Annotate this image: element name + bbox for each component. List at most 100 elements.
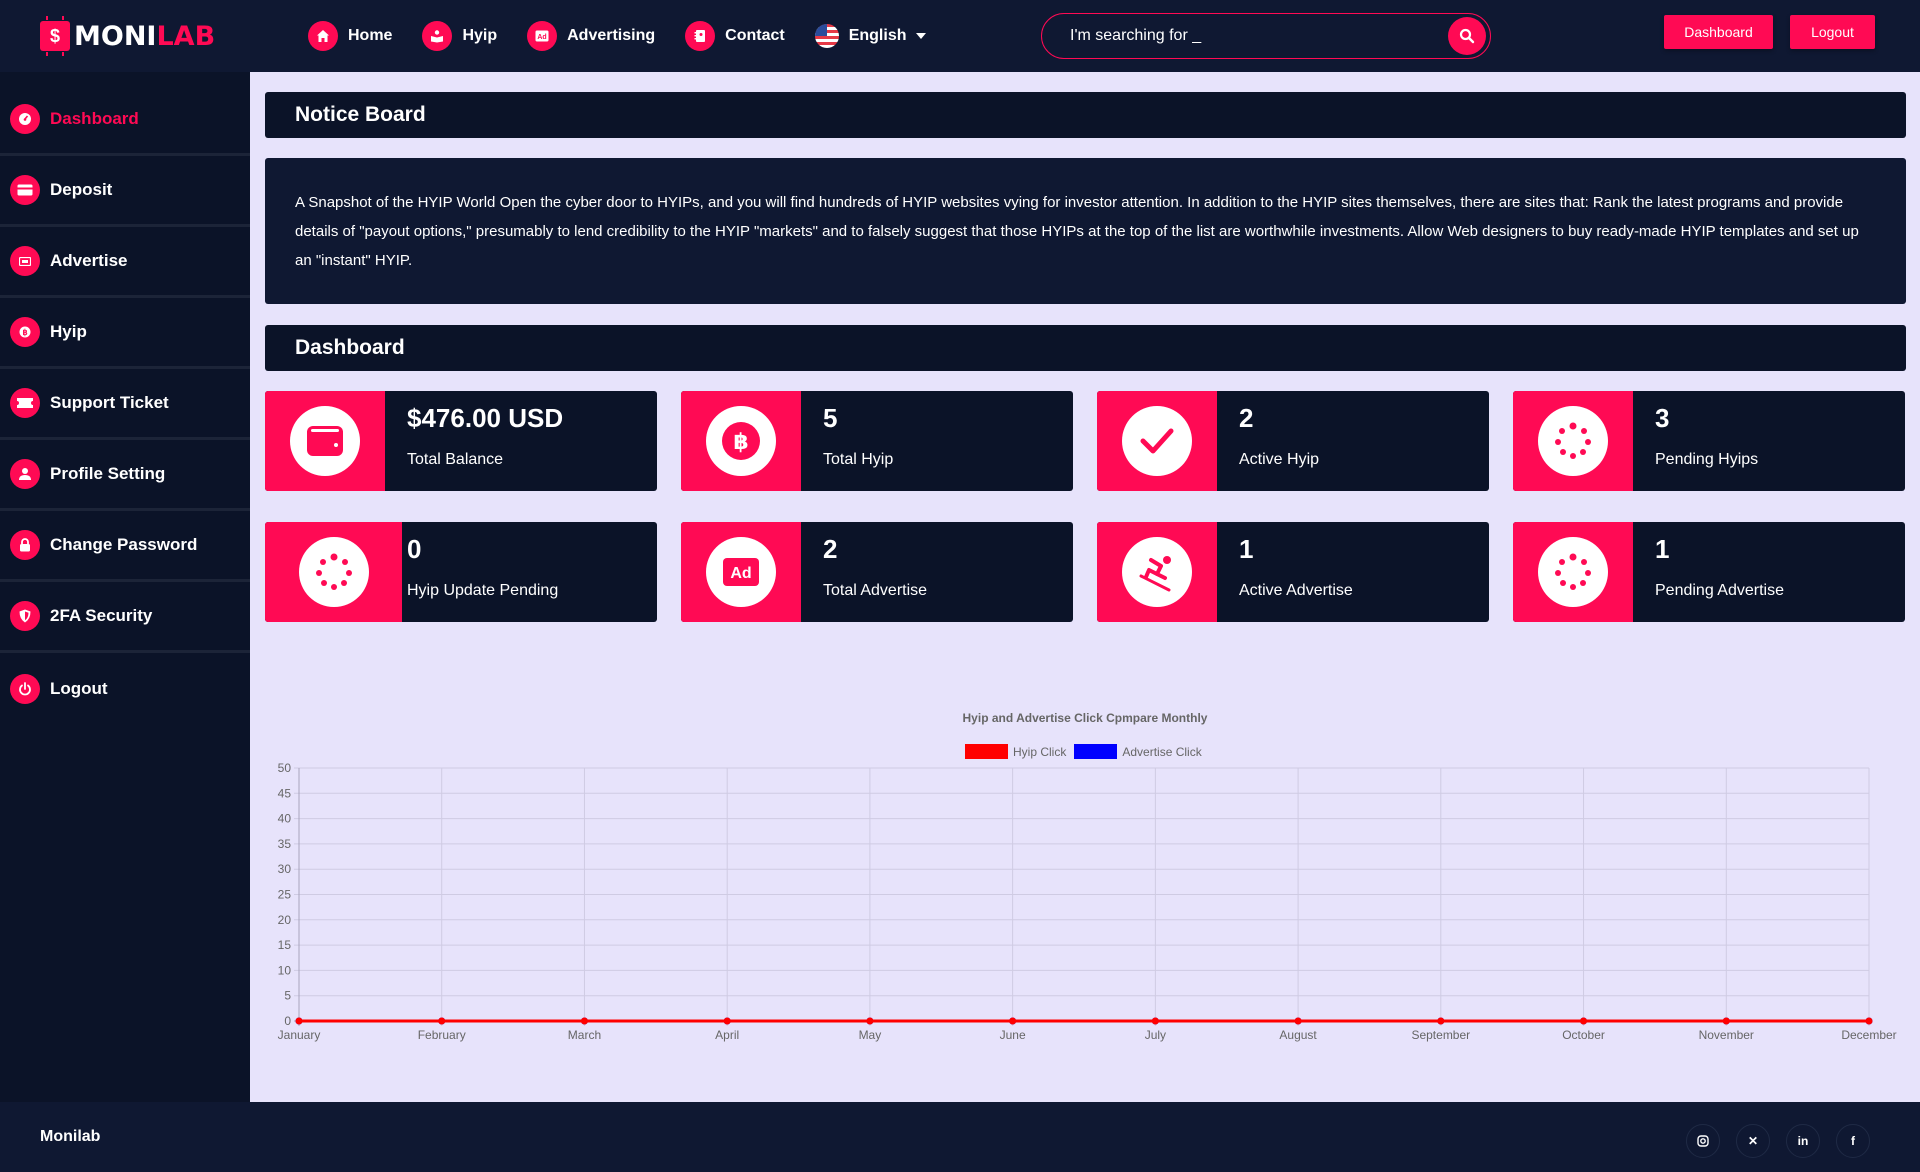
stat-card-active-advertise[interactable]: 1 Active Advertise xyxy=(1097,522,1489,622)
svg-text:45: 45 xyxy=(278,786,292,800)
nav-home[interactable]: Home xyxy=(308,21,392,51)
stat-card-total-advertise[interactable]: Ad 2 Total Advertise xyxy=(681,522,1073,622)
svg-text:August: August xyxy=(1279,1028,1317,1042)
stat-value: 2 xyxy=(1239,403,1254,433)
svg-text:฿: ฿ xyxy=(22,328,27,337)
instagram-icon[interactable] xyxy=(1686,1124,1720,1158)
stat-card-total-balance[interactable]: $476.00 USD Total Balance xyxy=(265,391,657,491)
notice-board-header: Notice Board xyxy=(265,92,1906,138)
dashboard-gauge-icon xyxy=(10,104,40,134)
sidebar: Dashboard Deposit Advertise ฿ Hyip Suppo… xyxy=(0,72,250,1102)
svg-text:July: July xyxy=(1145,1028,1166,1042)
chevron-down-icon xyxy=(916,33,927,39)
stat-label: Pending Hyips xyxy=(1655,451,1759,468)
sidebar-item-label: 2FA Security xyxy=(50,606,153,625)
sidebar-item-deposit[interactable]: Deposit xyxy=(0,156,250,227)
stat-label: Pending Advertise xyxy=(1655,582,1784,599)
legend-label-advertise[interactable]: Advertise Click xyxy=(1122,744,1202,759)
dashboard-title: Dashboard xyxy=(295,336,405,359)
search-input[interactable] xyxy=(1070,14,1430,57)
user-icon xyxy=(10,459,40,489)
sidebar-item-logout[interactable]: Logout xyxy=(0,653,250,724)
stat-card-total-hyip[interactable]: ฿ 5 Total Hyip xyxy=(681,391,1073,491)
search-button[interactable] xyxy=(1448,17,1486,55)
stat-value: 1 xyxy=(1655,534,1670,564)
card-icon-box xyxy=(1097,522,1217,622)
language-selector[interactable]: English xyxy=(814,24,927,48)
svg-text:December: December xyxy=(1841,1028,1896,1042)
nav-hyip[interactable]: Hyip xyxy=(422,21,497,51)
check-icon xyxy=(1122,406,1192,476)
sidebar-item-advertise[interactable]: Advertise xyxy=(0,227,250,298)
card-icon-box xyxy=(265,391,385,491)
x-twitter-icon[interactable]: ✕ xyxy=(1736,1124,1770,1158)
chart-title: Hyip and Advertise Click Cpmpare Monthly xyxy=(962,711,1208,725)
stat-card-active-hyip[interactable]: 2 Active Hyip xyxy=(1097,391,1489,491)
stat-label: Total Advertise xyxy=(823,582,928,599)
legend-label-hyip[interactable]: Hyip Click xyxy=(1013,744,1067,759)
chart-plot: 0 5 10 15 20 25 30 35 40 45 50 January February March… xyxy=(278,761,1897,1042)
logo-text: MONILAB xyxy=(74,21,215,52)
social-links: ✕ in f xyxy=(1686,1124,1886,1158)
logout-button[interactable]: Logout xyxy=(1790,15,1875,49)
sidebar-item-support-ticket[interactable]: Support Ticket xyxy=(0,369,250,440)
svg-text:฿: ฿ xyxy=(733,430,748,455)
main-nav: Home Hyip Ad Advertising Contact English xyxy=(308,18,927,54)
linkedin-icon[interactable]: in xyxy=(1786,1124,1820,1158)
sidebar-item-2fa-security[interactable]: 2FA Security xyxy=(0,582,250,653)
language-label: English xyxy=(848,27,907,44)
svg-text:20: 20 xyxy=(278,913,292,927)
notice-board-body: A Snapshot of the HYIP World Open the cy… xyxy=(265,158,1906,304)
stat-card-hyip-update-pending[interactable]: 0 Hyip Update Pending xyxy=(265,522,657,622)
ad-icon: Ad xyxy=(706,537,776,607)
dashboard-button[interactable]: Dashboard xyxy=(1664,15,1773,49)
clicks-chart: Hyip and Advertise Click Cpmpare Monthly… xyxy=(260,700,1920,1060)
wallet-icon xyxy=(290,406,360,476)
card-icon-box xyxy=(1097,391,1217,491)
sidebar-item-hyip[interactable]: ฿ Hyip xyxy=(0,298,250,369)
logo[interactable]: $ MONILAB xyxy=(40,16,215,56)
power-icon xyxy=(10,673,40,704)
search-icon xyxy=(1459,28,1475,44)
facebook-icon[interactable]: f xyxy=(1836,1124,1870,1158)
us-flag-icon xyxy=(814,24,839,48)
stat-value: 2 xyxy=(823,534,838,564)
svg-text:September: September xyxy=(1411,1028,1470,1042)
stat-label: Active Advertise xyxy=(1239,582,1353,599)
stat-label: Total Balance xyxy=(407,451,504,468)
top-header: $ MONILAB Home Hyip Ad Advertising Cont xyxy=(0,0,1920,72)
sidebar-item-label: Profile Setting xyxy=(50,464,166,483)
card-icon-box xyxy=(1513,391,1633,491)
legend-swatch-hyip[interactable] xyxy=(965,744,1008,759)
svg-text:November: November xyxy=(1699,1028,1754,1042)
shield-icon xyxy=(10,601,40,631)
notice-text: A Snapshot of the HYIP World Open the cy… xyxy=(295,194,1859,269)
stat-card-pending-advertise[interactable]: 1 Pending Advertise xyxy=(1513,522,1905,622)
sidebar-item-dashboard[interactable]: Dashboard xyxy=(0,85,250,156)
nav-advertising[interactable]: Ad Advertising xyxy=(527,21,655,51)
ad-icon: Ad xyxy=(527,21,558,51)
footer: Monilab ✕ in f xyxy=(0,1102,1920,1172)
svg-text:January: January xyxy=(278,1028,321,1042)
stat-value: $476.00 USD xyxy=(407,403,564,433)
sidebar-item-label: Change Password xyxy=(50,535,198,554)
sidebar-item-change-password[interactable]: Change Password xyxy=(0,511,250,582)
sidebar-item-profile-setting[interactable]: Profile Setting xyxy=(0,440,250,511)
svg-text:35: 35 xyxy=(278,837,292,851)
lock-icon xyxy=(10,530,40,560)
card-icon-box: Ad xyxy=(681,522,801,622)
bitcoin-icon: ฿ xyxy=(10,317,40,347)
logo-part1: MONI xyxy=(74,20,157,52)
skiing-icon xyxy=(1122,537,1192,607)
stat-value: 5 xyxy=(823,403,838,433)
stat-card-pending-hyips[interactable]: 3 Pending Hyips xyxy=(1513,391,1905,491)
svg-text:May: May xyxy=(859,1028,882,1042)
svg-text:10: 10 xyxy=(278,963,292,977)
nav-contact[interactable]: Contact xyxy=(685,21,785,51)
card-icon-box: ฿ xyxy=(681,391,801,491)
credit-card-icon xyxy=(10,175,40,205)
spinner-icon xyxy=(298,537,369,607)
legend-swatch-advertise[interactable] xyxy=(1074,744,1118,759)
svg-text:50: 50 xyxy=(278,761,292,775)
svg-text:30: 30 xyxy=(278,862,292,876)
